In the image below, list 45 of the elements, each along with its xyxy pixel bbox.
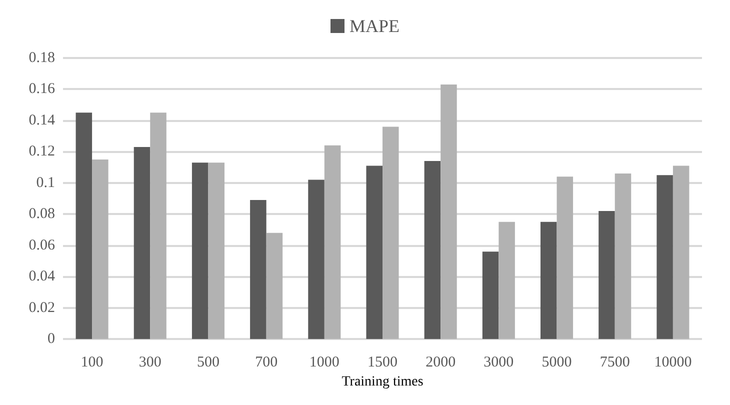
- x-axis-title: Training times: [342, 374, 424, 390]
- x-tick-label: 10000: [654, 354, 692, 370]
- y-tick-label: 0.14: [28, 112, 56, 128]
- bar: [556, 176, 574, 339]
- x-tick-label: 300: [138, 354, 162, 370]
- y-tick-label: 0.18: [28, 50, 55, 66]
- y-tick-label: 0.1: [36, 174, 55, 191]
- bar: [440, 84, 457, 339]
- y-tick-label: 0.06: [28, 237, 56, 254]
- bar: [540, 222, 557, 339]
- y-tick-label: 0.12: [28, 144, 55, 160]
- bar: [92, 159, 108, 339]
- y-tick-label: 0.08: [28, 206, 55, 222]
- bar: [324, 145, 341, 339]
- x-tick-label: 700: [255, 354, 278, 370]
- x-tick-label: 5000: [542, 354, 572, 370]
- bar: [308, 180, 324, 339]
- bar: [366, 166, 382, 339]
- x-tick-label: 500: [196, 354, 220, 370]
- legend-label: MAPE: [349, 16, 400, 36]
- x-tick-label: 100: [80, 354, 104, 370]
- bar: [76, 112, 92, 339]
- bar: [208, 162, 224, 339]
- bar: [614, 174, 632, 339]
- bar: [250, 200, 266, 339]
- y-tick-label: 0.04: [28, 268, 56, 285]
- y-tick-label: 0.02: [28, 300, 55, 316]
- bar: [656, 175, 673, 339]
- bar: [192, 162, 208, 339]
- x-tick-label: 1500: [368, 354, 398, 370]
- bar: [266, 232, 283, 339]
- bar: [498, 222, 515, 339]
- x-tick-label: 1000: [309, 354, 340, 370]
- bar: [598, 210, 615, 339]
- x-tick-label: 2000: [426, 354, 456, 370]
- y-tick-label: 0.16: [28, 81, 56, 98]
- bar: [672, 166, 690, 339]
- bar: [150, 112, 166, 339]
- bar: [134, 146, 150, 339]
- bar: [382, 126, 399, 339]
- bar: [424, 161, 441, 339]
- bar: [482, 252, 499, 339]
- x-tick-label: 7500: [600, 354, 630, 370]
- x-tick-label: 3000: [484, 354, 514, 370]
- y-tick-label: 0: [48, 331, 55, 347]
